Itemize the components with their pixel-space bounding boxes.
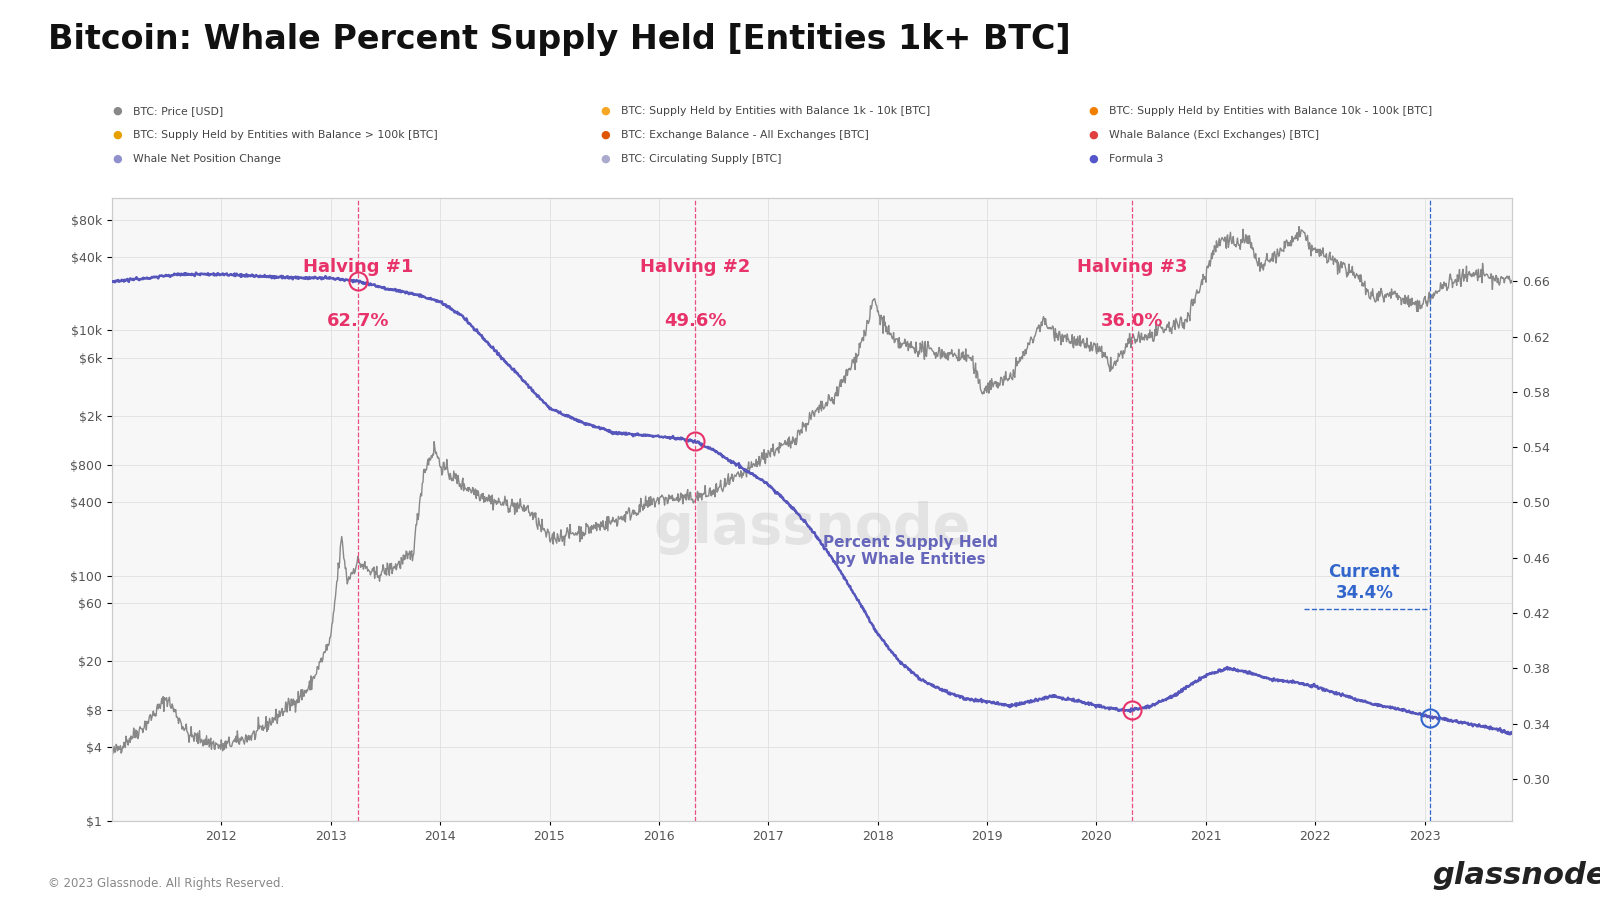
Text: Halving #1: Halving #1 (302, 257, 413, 276)
Text: 36.0%: 36.0% (1101, 313, 1163, 330)
Text: glassnode: glassnode (653, 501, 971, 555)
Text: ●: ● (112, 154, 122, 164)
Text: ●: ● (1088, 106, 1098, 116)
Text: BTC: Circulating Supply [BTC]: BTC: Circulating Supply [BTC] (621, 154, 781, 164)
Text: BTC: Supply Held by Entities with Balance 1k - 10k [BTC]: BTC: Supply Held by Entities with Balanc… (621, 106, 930, 116)
Text: BTC: Supply Held by Entities with Balance 10k - 100k [BTC]: BTC: Supply Held by Entities with Balanc… (1109, 106, 1432, 116)
Text: © 2023 Glassnode. All Rights Reserved.: © 2023 Glassnode. All Rights Reserved. (48, 877, 285, 890)
Text: Halving #2: Halving #2 (640, 257, 750, 276)
Text: BTC: Exchange Balance - All Exchanges [BTC]: BTC: Exchange Balance - All Exchanges [B… (621, 130, 869, 140)
Text: Formula 3: Formula 3 (1109, 154, 1163, 164)
Text: 49.6%: 49.6% (664, 313, 726, 330)
Text: ●: ● (1088, 130, 1098, 140)
Text: ●: ● (1088, 154, 1098, 164)
Text: Percent Supply Held
by Whale Entities: Percent Supply Held by Whale Entities (822, 535, 998, 567)
Text: ●: ● (112, 130, 122, 140)
Text: Current
34.4%: Current 34.4% (1328, 563, 1400, 602)
Text: 62.7%: 62.7% (326, 313, 389, 330)
Text: Whale Net Position Change: Whale Net Position Change (133, 154, 282, 164)
Text: Whale Balance (Excl Exchanges) [BTC]: Whale Balance (Excl Exchanges) [BTC] (1109, 130, 1318, 140)
Text: Halving #3: Halving #3 (1077, 257, 1187, 276)
Text: BTC: Supply Held by Entities with Balance > 100k [BTC]: BTC: Supply Held by Entities with Balanc… (133, 130, 437, 140)
Text: glassnode: glassnode (1432, 861, 1600, 890)
Text: ●: ● (600, 154, 610, 164)
Text: Bitcoin: Whale Percent Supply Held [Entities 1k+ BTC]: Bitcoin: Whale Percent Supply Held [Enti… (48, 23, 1070, 56)
Text: ●: ● (112, 106, 122, 116)
Text: ●: ● (600, 130, 610, 140)
Text: ●: ● (600, 106, 610, 116)
Text: BTC: Price [USD]: BTC: Price [USD] (133, 106, 222, 116)
